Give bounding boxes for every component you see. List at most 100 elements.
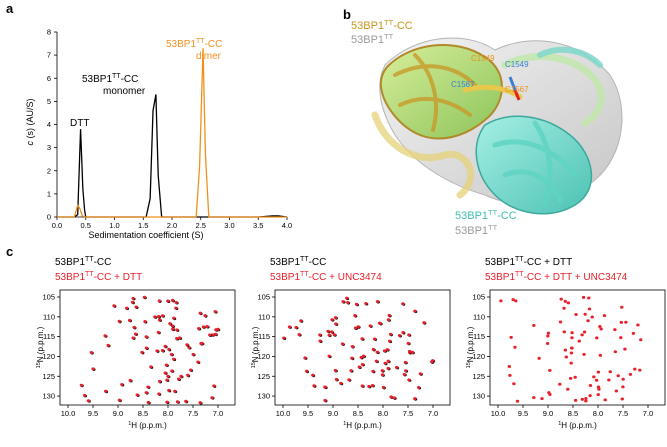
peak-red	[386, 359, 390, 363]
peak-red	[174, 301, 178, 305]
peak-red	[387, 339, 392, 343]
peak-red	[596, 370, 601, 374]
peak-red	[175, 400, 180, 404]
spectrum-title-black: 53BP1TT-CC + DTT	[485, 256, 572, 268]
peak-red	[430, 360, 434, 364]
peak-red	[378, 321, 383, 325]
spectrum-x-tick-label: 8.5	[353, 409, 363, 418]
peak-red	[166, 299, 170, 303]
spectrum-x-tick-label: 9.0	[543, 409, 553, 418]
spectrum-peaks	[499, 295, 643, 403]
spectrum-y-tick-label: 125	[257, 372, 270, 381]
peak-red	[570, 331, 574, 335]
peak-red	[282, 336, 286, 340]
peak-red	[350, 344, 355, 348]
peak-red	[167, 388, 171, 392]
peak-red	[103, 334, 107, 338]
peak-red	[403, 360, 408, 364]
spectrum-y-tick-label: 130	[257, 392, 270, 401]
spectrum-x-tick-label: 7.0	[213, 409, 223, 418]
peak-red	[157, 392, 161, 396]
peak-red	[198, 401, 202, 405]
peak-red	[566, 301, 571, 305]
peak-red	[144, 335, 148, 339]
peak-red	[368, 324, 373, 328]
chart-x-tick-label: 1.5	[138, 221, 148, 230]
peak-red	[590, 315, 594, 319]
peak-red	[587, 296, 591, 300]
peak-red	[624, 320, 628, 324]
peak-red	[140, 350, 144, 354]
peak-red	[360, 384, 365, 388]
spectrum-frame	[489, 289, 666, 406]
peak-red	[334, 377, 339, 381]
peak-red	[413, 309, 417, 313]
residue-c1549-orange: C1549	[471, 54, 495, 63]
peak-red	[323, 385, 327, 389]
peak-red	[532, 396, 536, 400]
peak-red	[621, 377, 625, 381]
peak-red	[334, 322, 338, 326]
peak-red	[613, 328, 617, 332]
peak-red	[297, 333, 301, 337]
peak-red	[347, 378, 351, 382]
peak-red	[386, 318, 391, 322]
peak-red	[205, 324, 209, 328]
chart-y-tick-label: 5	[47, 97, 51, 106]
peak-red	[164, 363, 169, 367]
peak-red	[176, 377, 181, 381]
peak-red	[602, 314, 607, 318]
nmr-spectrum-1: 53BP1TT-CC 53BP1TT-CC + DTT 10.0 9.5 9.0 8.5 8…	[36, 256, 236, 430]
spectrum-y-tick-label: 125	[42, 372, 55, 381]
peak-red	[340, 342, 345, 346]
peak-red	[173, 389, 177, 393]
chart-x-tick-label: 3.5	[253, 221, 263, 230]
peak-red	[407, 378, 411, 382]
peak-red	[598, 324, 602, 328]
peak-red	[598, 353, 603, 357]
peak-red	[620, 305, 624, 309]
peak-red	[360, 362, 365, 366]
chart-series-line-1	[57, 48, 287, 218]
spectrum-y-axis-label: 15N (p.p.m.)	[466, 326, 475, 368]
peak-red	[146, 385, 150, 389]
peak-red	[512, 382, 516, 386]
peak-red	[401, 302, 405, 306]
spectrum-x-tick-label: 8.0	[593, 409, 603, 418]
spectrum-y-tick-label: 115	[473, 332, 485, 341]
peak-red	[581, 295, 586, 299]
peak-red	[168, 322, 172, 326]
peak-red	[402, 372, 407, 376]
nmr-spectrum-2: 53BP1TT-CC 53BP1TT-CC + UNC3474 10.0 9.5 9.0…	[251, 256, 451, 430]
peak-red	[213, 332, 218, 336]
spectrum-x-tick-label: 9.0	[328, 409, 338, 418]
peak-red	[588, 384, 593, 388]
spectrum-x-tick-label: 9.5	[518, 409, 528, 418]
peak-red	[318, 333, 322, 337]
peak-red	[156, 330, 161, 334]
peak-red	[564, 355, 568, 359]
spectrum-x-tick-label: 8.5	[138, 409, 148, 418]
peak-red	[410, 350, 415, 354]
spectrum-x-tick-label: 7.5	[618, 409, 628, 418]
structure-label-tt-grey-top: 53BP1TT	[351, 32, 394, 46]
spectrum-y-tick-label: 110	[258, 312, 270, 321]
peak-red	[514, 299, 518, 303]
peak-red	[616, 374, 620, 378]
peak-red	[212, 384, 216, 388]
peak-red	[134, 305, 138, 309]
peak-red	[156, 315, 161, 319]
peak-red	[599, 327, 603, 331]
peak-red	[353, 314, 357, 318]
peak-red	[507, 364, 512, 368]
peak-red	[532, 323, 536, 327]
peak-red	[165, 400, 169, 404]
peak-red	[208, 333, 212, 337]
chart-y-tick-label: 4	[47, 120, 51, 129]
peak-red	[595, 336, 599, 340]
peak-red	[614, 389, 619, 393]
panel-letter-b: b	[343, 7, 351, 22]
spectrum-x-tick-label: 8.5	[568, 409, 578, 418]
peak-red	[330, 318, 334, 322]
peak-red	[404, 369, 408, 373]
